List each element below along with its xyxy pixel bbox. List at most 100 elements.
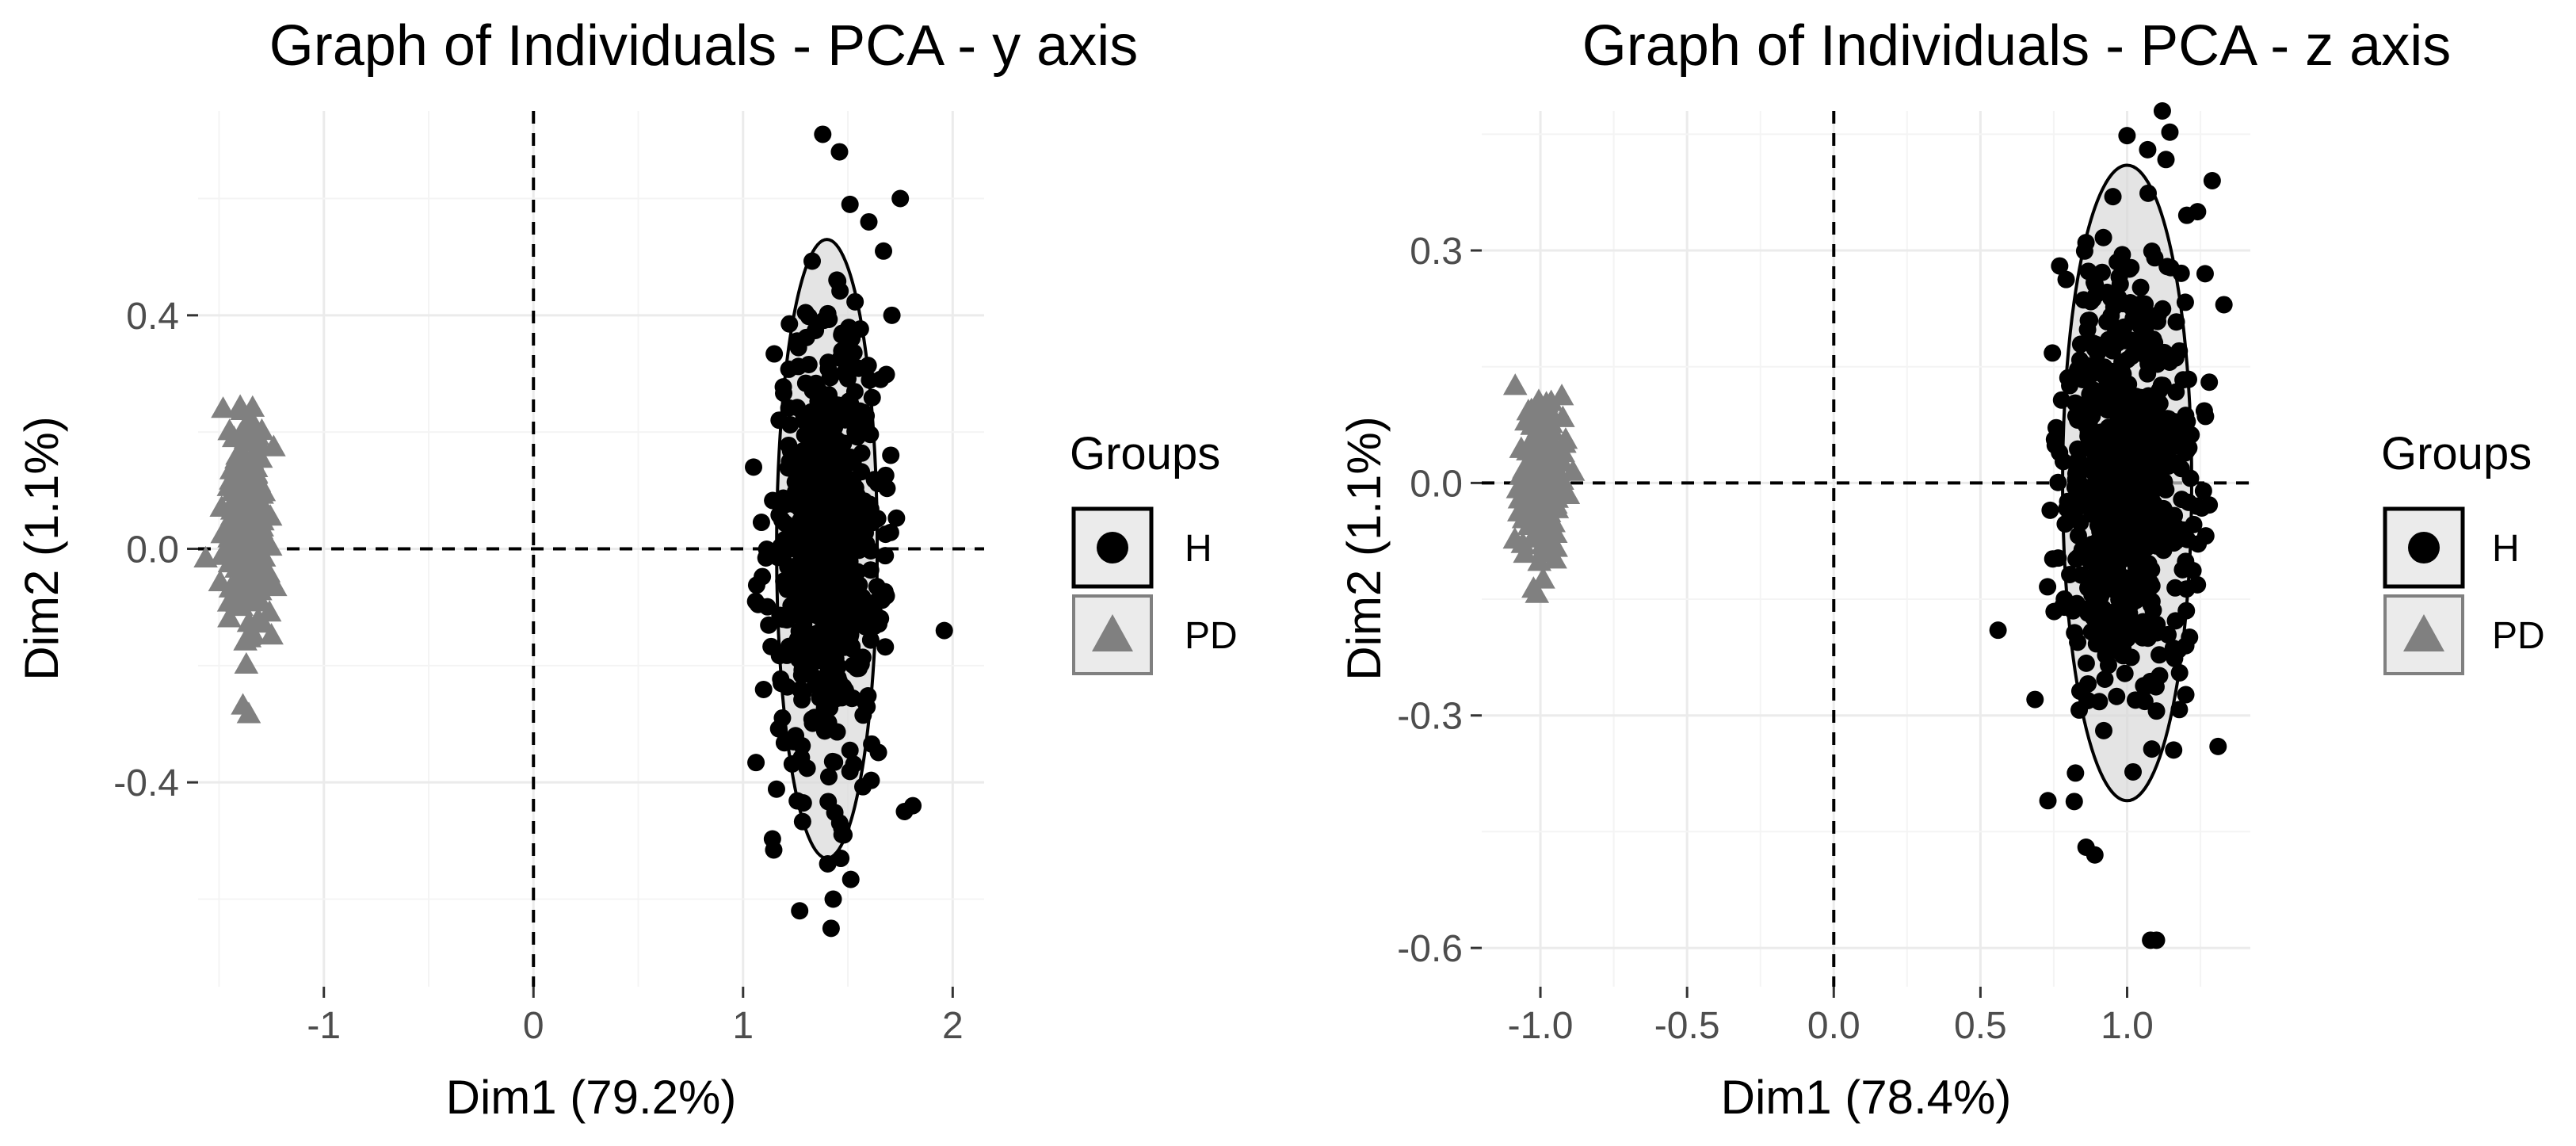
point-h: [1989, 621, 2007, 640]
point-h: [808, 418, 826, 437]
point-h: [2149, 392, 2167, 411]
point-h: [819, 304, 837, 323]
point-h: [841, 195, 859, 213]
point-pd: [239, 564, 264, 586]
x-tick-label: 0: [523, 1005, 544, 1047]
chart-panel-y-axis: Graph of Individuals - PCA - y axis -1 0 1…: [15, 14, 1238, 1124]
x-tick-label: -1.0: [1508, 1005, 1574, 1047]
point-pd: [236, 701, 261, 724]
point-pd: [216, 474, 242, 496]
point-h: [838, 477, 856, 495]
point-h: [2119, 573, 2137, 591]
point-h: [2113, 496, 2131, 514]
point-h: [767, 780, 785, 798]
point-h: [2116, 664, 2134, 682]
point-h: [2192, 499, 2211, 517]
point-h: [2069, 633, 2087, 651]
x-tick-label: -1: [307, 1005, 341, 1047]
legend-h-icon: [1097, 532, 1128, 563]
point-h: [788, 583, 806, 602]
point-h: [815, 644, 834, 662]
point-h: [2108, 435, 2126, 453]
point-h: [834, 434, 853, 453]
point-pd: [208, 569, 233, 591]
point-h: [2142, 574, 2160, 592]
point-h: [876, 638, 895, 656]
point-h: [2085, 600, 2103, 618]
point-h: [876, 525, 895, 544]
point-h: [2144, 523, 2162, 541]
point-h: [801, 605, 819, 623]
point-h: [830, 143, 849, 161]
chart-title: Graph of Individuals - PCA - y axis: [269, 14, 1138, 78]
point-h: [2044, 344, 2062, 362]
point-h: [2135, 623, 2154, 641]
legend-pd-icon: [1092, 614, 1133, 651]
point-h: [841, 449, 860, 467]
point-pd: [1525, 456, 1550, 478]
chart-panel-z-axis: Graph of Individuals - PCA - z axis -1.0…: [1338, 14, 2545, 1124]
point-h: [2039, 578, 2057, 596]
point-h: [2173, 491, 2191, 509]
point-h: [2104, 342, 2122, 360]
point-h: [790, 622, 808, 640]
y-axis-label: Dim2 (1.1%): [1338, 416, 1391, 680]
point-h: [2069, 526, 2087, 544]
point-pd: [1513, 472, 1538, 494]
point-h: [2068, 460, 2086, 479]
point-pd: [1519, 399, 1544, 422]
point-h: [861, 561, 880, 579]
point-h: [775, 384, 793, 403]
point-h: [2113, 246, 2131, 264]
point-h: [2124, 408, 2143, 426]
point-h: [2068, 411, 2086, 429]
point-h: [2196, 407, 2215, 426]
point-h: [808, 625, 826, 643]
point-h: [2165, 534, 2183, 552]
point-h: [861, 426, 880, 444]
point-h: [845, 755, 863, 774]
point-h: [2094, 228, 2112, 246]
point-h: [2181, 469, 2200, 487]
point-h: [2143, 242, 2161, 260]
point-h: [2071, 335, 2089, 353]
y-tick-label: -0.6: [1397, 928, 1463, 970]
point-h: [2161, 123, 2179, 141]
legend-label-h: H: [2492, 528, 2520, 570]
point-h: [836, 625, 854, 644]
point-h: [815, 699, 834, 717]
point-pd: [1536, 429, 1562, 451]
point-h: [2134, 392, 2152, 410]
point-h: [775, 572, 793, 590]
point-h: [843, 411, 861, 430]
data-points: [193, 125, 953, 938]
point-pd: [245, 508, 270, 530]
point-h: [2170, 663, 2189, 682]
point-pd: [1560, 459, 1586, 481]
point-h: [841, 741, 859, 759]
point-h: [822, 919, 840, 938]
point-h: [2086, 846, 2104, 864]
x-axis-label: Dim1 (78.4%): [1721, 1071, 2012, 1124]
point-h: [2052, 391, 2070, 409]
point-h: [2185, 515, 2203, 533]
point-pd: [1555, 482, 1581, 505]
point-h: [822, 668, 841, 686]
point-pd: [1528, 510, 1553, 533]
point-h: [2082, 535, 2101, 553]
point-h: [2150, 646, 2169, 664]
point-pd: [245, 423, 270, 445]
axes: -1.0 -0.5 0.0 0.5 1.0 -0.6 -0.3 0.0 0.3: [1397, 231, 2154, 1047]
point-h: [2088, 453, 2106, 471]
point-pd: [1502, 373, 1528, 395]
point-h: [2182, 426, 2200, 444]
point-h: [803, 252, 821, 270]
chart-title: Graph of Individuals - PCA - z axis: [1582, 14, 2451, 78]
point-h: [765, 345, 784, 363]
point-h: [843, 330, 861, 348]
point-pd: [1543, 491, 1568, 514]
point-h: [780, 640, 799, 659]
point-h: [2166, 579, 2185, 597]
point-h: [773, 674, 791, 693]
point-h: [2134, 325, 2152, 343]
